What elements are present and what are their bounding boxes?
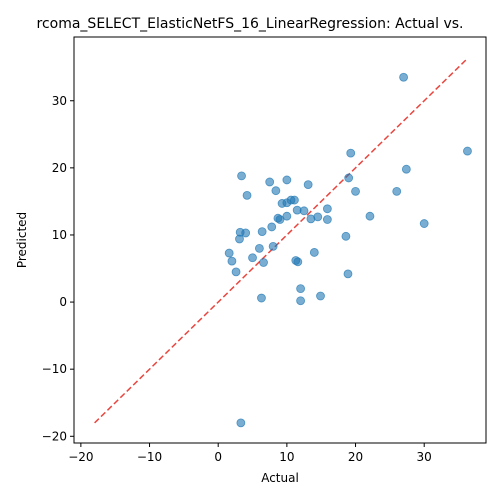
scatter-point — [268, 241, 278, 251]
scatter-point — [275, 215, 285, 224]
scatter-point — [257, 293, 266, 303]
scatter-point — [231, 267, 241, 277]
scatter-point — [241, 228, 251, 238]
scatter-point — [313, 212, 323, 222]
x-tick-label: 20 — [348, 450, 363, 464]
scatter-point — [237, 171, 246, 181]
x-tick-label: 0 — [214, 450, 222, 464]
x-axis-label: Actual — [261, 471, 299, 485]
scatter-point — [236, 418, 246, 428]
scatter-point — [346, 148, 356, 158]
y-tick-label: 30 — [52, 94, 67, 108]
plot-area — [94, 57, 472, 428]
scatter-point — [341, 231, 351, 241]
scatter-point — [271, 186, 281, 196]
scatter-point — [463, 146, 472, 156]
scatter-point — [303, 180, 313, 190]
scatter-point — [282, 211, 292, 221]
identity-reference-line — [94, 57, 468, 424]
scatter-point — [224, 248, 234, 258]
scatter-point — [296, 296, 306, 306]
scatter-point — [351, 186, 360, 196]
scatter-point — [322, 204, 332, 214]
scatter-point — [343, 269, 353, 279]
y-tick-label: 0 — [59, 295, 67, 309]
x-tick-label: −10 — [137, 450, 162, 464]
scatter-point — [265, 177, 275, 187]
scatter-point — [282, 175, 292, 185]
scatter-point — [299, 206, 309, 216]
scatter-point — [293, 257, 303, 267]
y-axis-label: Predicted — [15, 212, 29, 268]
x-tick-label: 10 — [279, 450, 294, 464]
scatter-point — [316, 291, 325, 301]
y-tick-label: −20 — [42, 429, 67, 443]
scatter-point — [399, 72, 409, 82]
chart-title: rcoma_SELECT_ElasticNetFS_16_LinearRegre… — [37, 16, 464, 32]
x-tick-label: −20 — [68, 450, 93, 464]
y-tick-label: 20 — [52, 161, 67, 175]
scatter-point — [401, 164, 411, 174]
scatter-point — [309, 248, 319, 257]
y-tick-label: 10 — [52, 228, 67, 242]
scatter-point — [254, 243, 264, 253]
scatter-point — [419, 219, 429, 228]
y-tick-label: −10 — [42, 362, 67, 376]
scatter-point — [392, 186, 402, 196]
scatter-point — [248, 253, 257, 263]
scatter-point — [267, 222, 277, 232]
scatter-point — [296, 284, 306, 294]
x-axis: −20 −10 0 10 20 30 — [68, 443, 432, 464]
y-axis: −20 −10 0 10 20 30 — [42, 94, 74, 443]
scatter-point — [344, 173, 354, 183]
scatter-point — [322, 215, 332, 224]
scatter-point — [365, 211, 375, 221]
scatter-point — [227, 256, 237, 266]
scatter-point — [242, 190, 252, 200]
scatter-point — [259, 258, 268, 267]
scatter-point — [257, 227, 267, 237]
x-tick-label: 30 — [417, 450, 432, 464]
scatter-point — [290, 195, 299, 205]
axes-frame — [73, 36, 487, 444]
